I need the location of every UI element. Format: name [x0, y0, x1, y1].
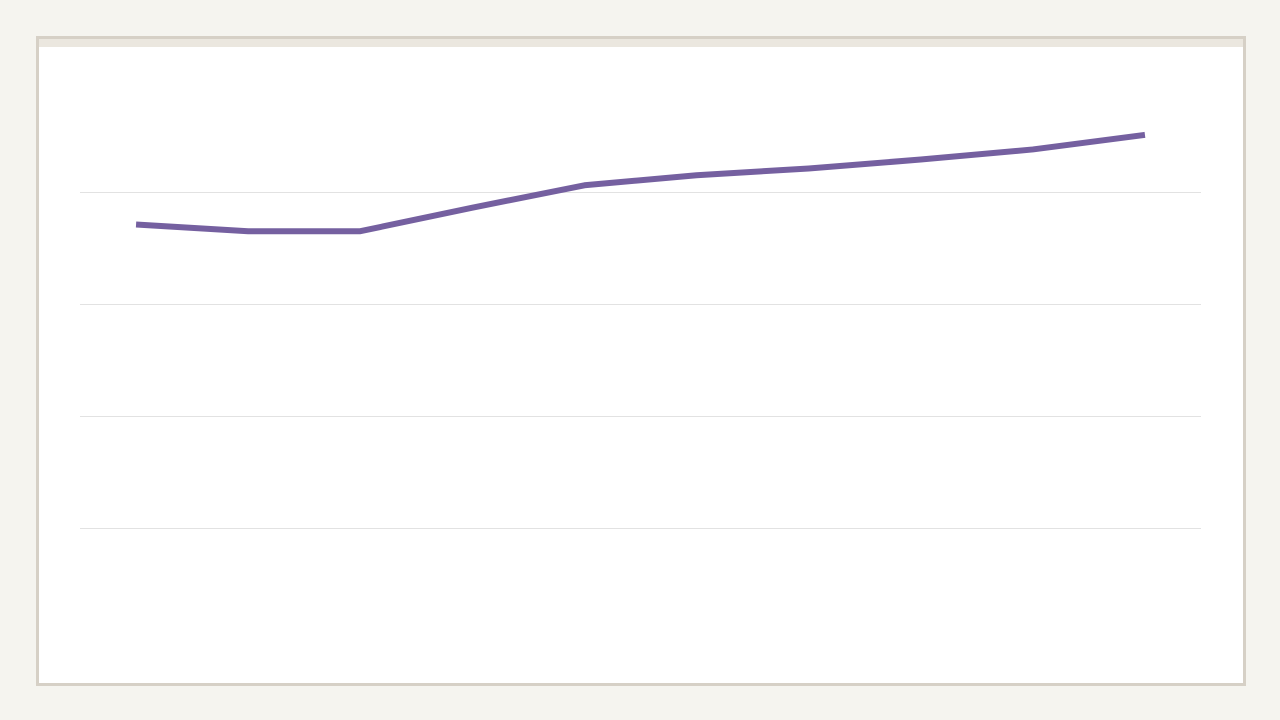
- card-header-strip: [39, 39, 1243, 47]
- chart-card: [36, 36, 1246, 686]
- data-line: [135, 131, 1146, 235]
